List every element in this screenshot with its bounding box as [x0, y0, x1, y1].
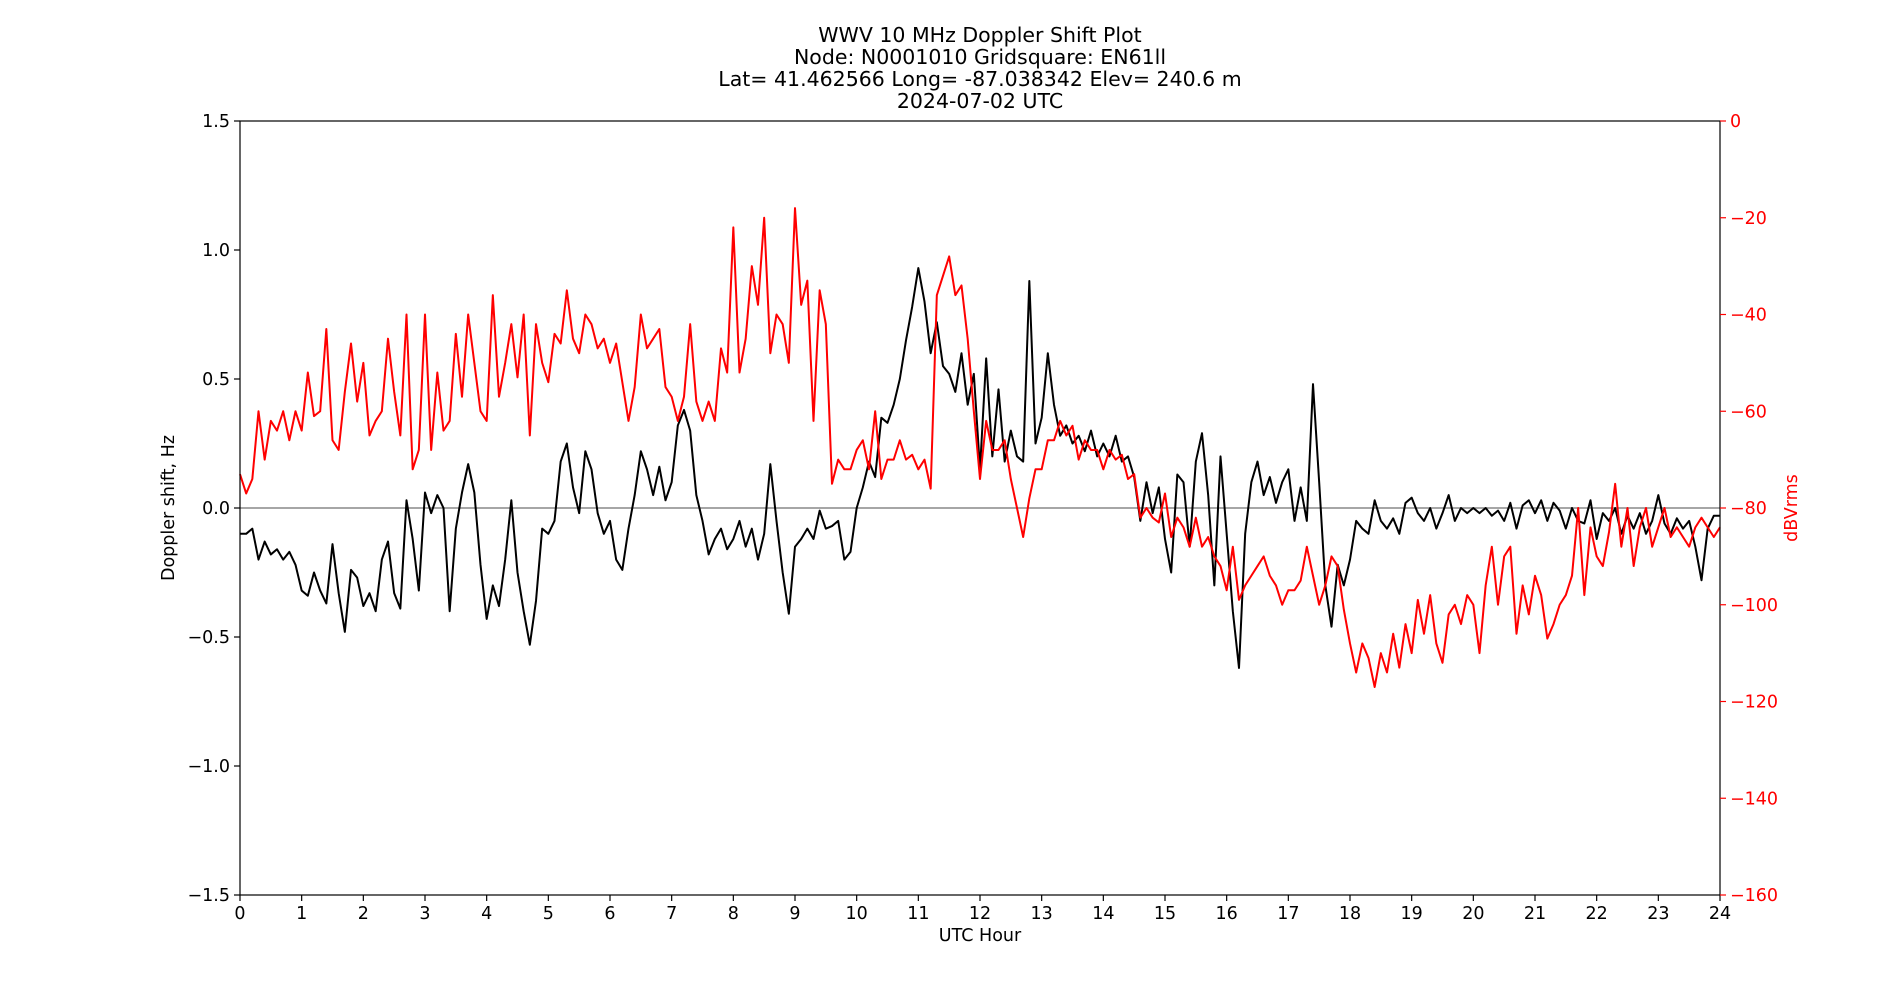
x-tick-label: 16 [1216, 904, 1238, 924]
y2-tick-label: −160 [1730, 886, 1778, 906]
x-tick-label: 19 [1401, 904, 1423, 924]
x-tick-label: 11 [907, 904, 929, 924]
x-tick-label: 18 [1339, 904, 1361, 924]
x-tick-label: 21 [1524, 904, 1546, 924]
x-axis-label: UTC Hour [939, 926, 1022, 946]
y-tick-label: −0.5 [188, 628, 231, 648]
y-tick-label: 1.0 [202, 241, 230, 261]
y2-axis-label: dBVrms [1782, 474, 1802, 542]
x-tick-label: 9 [789, 904, 800, 924]
x-tick-label: 8 [728, 904, 739, 924]
y2-tick-label: −60 [1730, 402, 1767, 422]
y-tick-label: −1.0 [188, 757, 231, 777]
x-tick-label: 24 [1709, 904, 1731, 924]
x-tick-label: 22 [1586, 904, 1608, 924]
y2-tick-label: −140 [1730, 789, 1778, 809]
axes: 0 1 2 3 4 5 6 7 8 9 10 11 12 13 14 15 16 17 18 19 20 21 22 23 24… [159, 112, 1802, 946]
title-line-3: Lat= 41.462566 Long= -87.038342 Elev= 24… [718, 67, 1241, 91]
y-axis-label: Doppler shift, Hz [159, 435, 179, 581]
x-tick-label: 5 [543, 904, 554, 924]
x-tick-label: 3 [419, 904, 430, 924]
x-tick-label: 17 [1277, 904, 1299, 924]
y2-tick-label: −100 [1730, 596, 1778, 616]
y2-tick-label: 0 [1730, 112, 1741, 132]
y2-tick-label: −40 [1730, 306, 1767, 326]
y-tick-label: −1.5 [188, 886, 231, 906]
x-tick-label: 7 [666, 904, 677, 924]
x-tick-label: 13 [1031, 904, 1053, 924]
x-tick-label: 20 [1462, 904, 1484, 924]
y-tick-label: 0.5 [202, 370, 230, 390]
title-line-4: 2024-07-02 UTC [897, 89, 1063, 113]
x-tick-label: 6 [604, 904, 615, 924]
y2-tick-label: −20 [1730, 209, 1767, 229]
x-tick-label: 10 [846, 904, 868, 924]
signal-level-line [239, 207, 1721, 688]
x-tick-label: 12 [969, 904, 991, 924]
x-tick-label: 15 [1154, 904, 1176, 924]
title-line-2: Node: N0001010 Gridsquare: EN61ll [794, 45, 1166, 69]
x-tick-label: 0 [234, 904, 245, 924]
y2-tick-label: −80 [1730, 499, 1767, 519]
y-tick-label: 0.0 [202, 499, 230, 519]
x-tick-label: 14 [1092, 904, 1114, 924]
x-tick-label: 2 [358, 904, 369, 924]
x-tick-label: 23 [1647, 904, 1669, 924]
x-tick-label: 1 [296, 904, 307, 924]
y2-tick-label: −120 [1730, 693, 1778, 713]
x-tick-label: 4 [481, 904, 492, 924]
title-line-1: WWV 10 MHz Doppler Shift Plot [818, 23, 1141, 47]
plot-lines [239, 207, 1721, 688]
y-tick-label: 1.5 [202, 112, 230, 132]
